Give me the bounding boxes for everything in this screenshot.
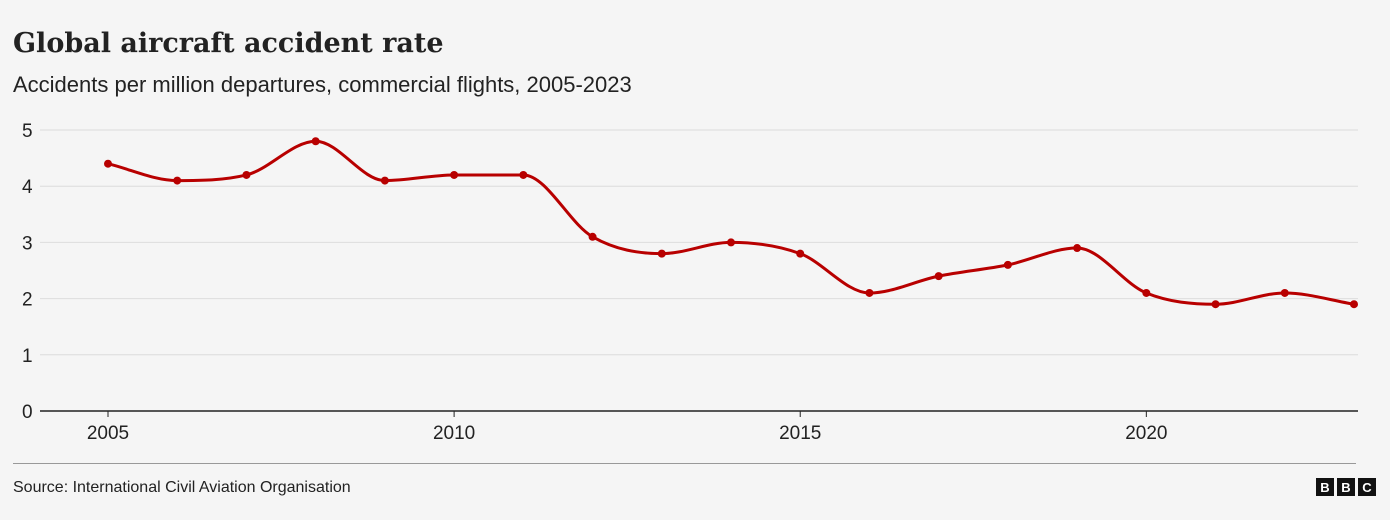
footer-divider [13, 463, 1356, 464]
y-tick-label: 5 [22, 121, 33, 142]
source-note: Source: International Civil Aviation Org… [13, 479, 351, 496]
data-point [380, 176, 389, 185]
y-tick-label: 4 [22, 177, 33, 198]
logo-letter: B [1337, 478, 1355, 496]
series-line [107, 139, 1355, 306]
data-point [1350, 300, 1358, 309]
data-point [519, 170, 528, 179]
y-tick-label: 2 [22, 290, 33, 311]
y-tick-label: 3 [22, 233, 33, 254]
data-point [657, 249, 666, 258]
y-tick-label: 1 [22, 346, 33, 367]
logo-letter: B [1316, 478, 1334, 496]
data-point [311, 137, 320, 146]
data-point [1142, 288, 1151, 297]
chart-title: Global aircraft accident rate [13, 28, 444, 59]
data-point [1003, 260, 1012, 269]
logo-letter: C [1358, 478, 1376, 496]
x-tick-label: 2010 [433, 423, 475, 444]
data-point [450, 170, 459, 179]
y-tick-label: 0 [22, 402, 33, 423]
data-point [1211, 300, 1220, 309]
data-point [934, 272, 943, 281]
data-point [865, 288, 874, 297]
chart-subtitle: Accidents per million departures, commer… [13, 72, 632, 97]
data-point [173, 176, 182, 185]
data-point [242, 170, 251, 179]
data-point [1073, 244, 1082, 253]
x-tick-label: 2020 [1125, 423, 1167, 444]
x-tick-label: 2015 [779, 423, 821, 444]
data-point [1280, 288, 1289, 297]
data-point [104, 159, 112, 168]
x-tick-label: 2005 [87, 423, 129, 444]
data-point [796, 249, 805, 258]
data-point [588, 232, 597, 241]
bbc-logo: B B C [1316, 478, 1376, 496]
data-point [727, 238, 735, 247]
